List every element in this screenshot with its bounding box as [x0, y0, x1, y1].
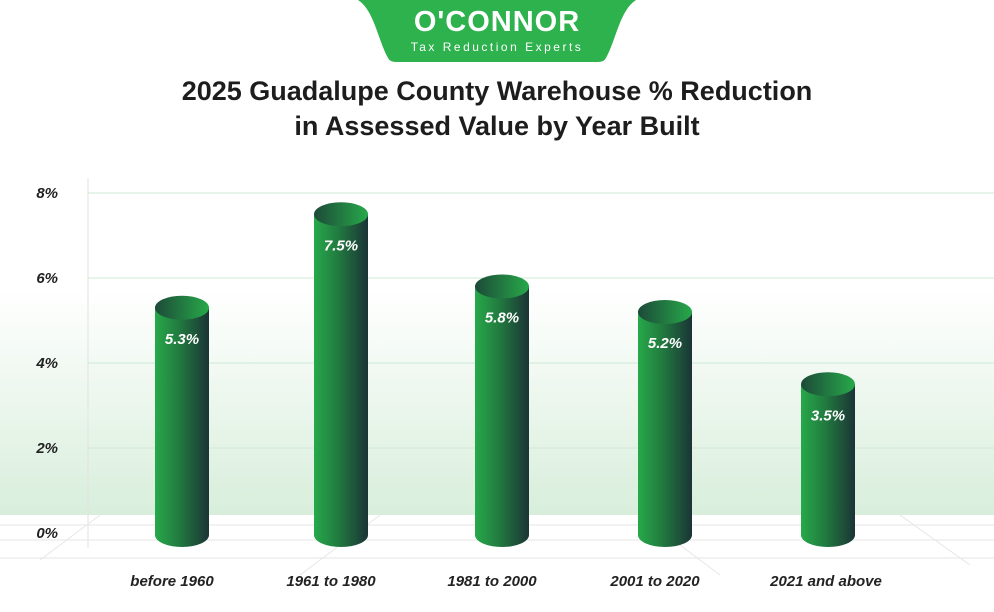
- bar-0: 5.3% before 1960: [130, 295, 214, 590]
- data-label: 5.2%: [648, 335, 682, 352]
- data-label: 5.8%: [485, 310, 519, 327]
- y-tick-label: 6%: [36, 270, 58, 287]
- x-tick-label: 1961 to 1980: [286, 573, 376, 590]
- chart-title: 2025 Guadalupe County Warehouse % Reduct…: [0, 74, 994, 144]
- x-tick-label: 2001 to 2020: [609, 573, 700, 590]
- bar-body: [801, 384, 855, 547]
- logo-name: O'CONNOR: [413, 6, 581, 38]
- data-label: 5.3%: [165, 331, 199, 348]
- bar-top: [801, 372, 855, 397]
- bar-body: [314, 214, 368, 547]
- bar-top: [314, 202, 368, 227]
- data-label: 3.5%: [811, 407, 845, 424]
- data-label: 7.5%: [324, 237, 358, 254]
- title-line-2: in Assessed Value by Year Built: [294, 111, 700, 141]
- logo-tagline: Tax Reduction Experts: [410, 40, 584, 54]
- bar-top: [475, 274, 529, 299]
- bar-1: 7.5% 1961 to 1980: [286, 202, 376, 590]
- x-tick-label: 2021 and above: [769, 573, 882, 590]
- title-line-1: 2025 Guadalupe County Warehouse % Reduct…: [181, 76, 813, 106]
- x-tick-label: 1981 to 2000: [447, 573, 537, 590]
- bar-body: [638, 312, 692, 547]
- y-tick-label: 4%: [35, 355, 58, 372]
- x-tick-label: before 1960: [130, 573, 214, 590]
- bar-3: 5.2% 2001 to 2020: [609, 300, 700, 590]
- bar-body: [155, 307, 209, 547]
- bar-top: [155, 295, 209, 320]
- bar-2: 5.8% 1981 to 2000: [447, 274, 537, 590]
- oconnor-logo: O'CONNOR Tax Reduction Experts: [358, 0, 636, 62]
- y-tick-label: 0%: [36, 525, 58, 542]
- bar-body: [475, 286, 529, 547]
- bar-4: 3.5% 2021 and above: [769, 372, 882, 590]
- y-tick-label: 2%: [35, 440, 58, 457]
- bar-top: [638, 300, 692, 324]
- logo-badge: [358, 0, 636, 62]
- y-tick-label: 8%: [36, 185, 58, 202]
